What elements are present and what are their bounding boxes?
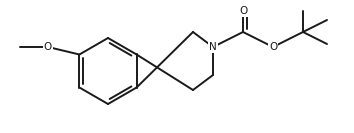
Text: O: O <box>44 42 52 52</box>
Text: N: N <box>209 42 217 52</box>
Text: O: O <box>239 6 247 16</box>
Text: O: O <box>269 42 277 52</box>
